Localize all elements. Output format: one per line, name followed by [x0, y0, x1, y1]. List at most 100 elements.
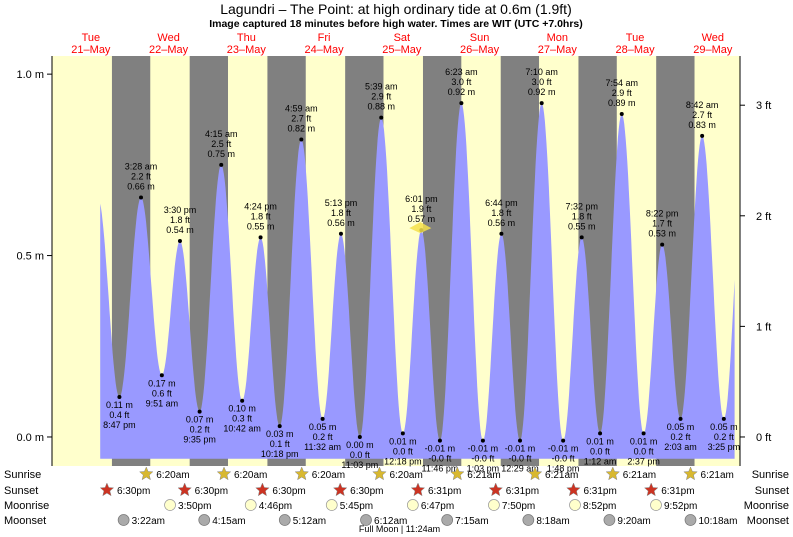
- high-tide-label: 0.56 m: [327, 218, 355, 228]
- high-tide-label: 0.55 m: [568, 221, 596, 231]
- low-tide-label: 0.0 ft: [590, 446, 611, 456]
- y-tick-label-right: 1 ft: [756, 321, 771, 333]
- low-tide-label: 0.0 ft: [393, 446, 414, 456]
- low-tide-label: 1:03 pm: [467, 464, 500, 474]
- sunrise-icon: [449, 466, 465, 481]
- low-tide-label: 0.17 m: [148, 378, 176, 388]
- day-of-week-label: Wed: [702, 32, 724, 44]
- extreme-labels: 0.11 m0.4 ft8:47 pm 3:28 am2.2 ft0.66 m 0.…: [103, 67, 740, 473]
- high-tide-label: 0.66 m: [127, 182, 155, 192]
- y-tick-label-left: 1.0 m: [16, 69, 44, 81]
- extreme-point: [159, 373, 164, 378]
- sunrise-time: 6:20am: [234, 470, 267, 481]
- moonrise-time: 4:46pm: [259, 501, 292, 512]
- low-tide-label: 0.0 ft: [350, 450, 371, 460]
- extreme-point: [258, 235, 263, 240]
- sunset-time: 6:31pm: [583, 486, 616, 497]
- low-tide-label: 11:03 pm: [341, 460, 378, 470]
- high-tide-label: 0.89 m: [608, 98, 636, 108]
- sunrise-icon: [294, 466, 310, 481]
- high-tide-label: 3:28 am: [125, 162, 158, 172]
- sunrise-icon: [527, 466, 543, 481]
- high-tide-label: 2.5 ft: [211, 139, 232, 149]
- low-tide-label: 12:18 pm: [384, 456, 422, 466]
- sunset-time: 6:31pm: [428, 486, 461, 497]
- moonrise-time: 8:52pm: [583, 501, 616, 512]
- sunset-time: 6:31pm: [506, 486, 539, 497]
- low-tide-label: 2:03 am: [664, 442, 697, 452]
- y-tick-label-left: 0.0 m: [16, 432, 44, 444]
- sunrise-time: 6:21am: [623, 470, 656, 481]
- low-tide-label: 0.2 ft: [190, 425, 211, 435]
- sunrise-time: 6:20am: [389, 470, 422, 481]
- high-tide-label: 0.55 m: [247, 221, 275, 231]
- low-tide-label: -0.0 ft: [508, 454, 532, 464]
- low-tide-label: 0.10 m: [228, 404, 256, 414]
- moon-phase-label: Full Moon | 11:24am: [359, 524, 440, 534]
- moonrise-icon: [650, 499, 662, 511]
- axes: 0.0 m0.5 m1.0 m0 ft1 ft2 ft3 ftTue21–May…: [16, 32, 771, 466]
- extreme-point: [539, 101, 544, 106]
- high-tide-label: 7:54 am: [605, 78, 638, 88]
- day-of-week-label: Mon: [547, 32, 568, 44]
- extreme-point: [660, 242, 665, 247]
- high-tide-label: 0.92 m: [528, 87, 556, 97]
- low-tide-label: 0.01 m: [630, 436, 658, 446]
- extreme-point: [117, 395, 122, 400]
- sunset-time: 6:30pm: [195, 486, 228, 497]
- low-tide-label: -0.01 m: [505, 444, 536, 454]
- low-tide-label: 0.1 ft: [270, 439, 291, 449]
- chart-subtitle: Image captured 18 minutes before high wa…: [209, 18, 583, 30]
- day-of-week-label: Tue: [82, 32, 101, 44]
- extreme-point: [700, 133, 705, 138]
- low-tide-label: 0.01 m: [389, 436, 417, 446]
- high-tide-label: 5:39 am: [365, 82, 398, 92]
- moonset-time: 9:20am: [617, 516, 650, 527]
- low-tide-label: 0.03 m: [266, 429, 294, 439]
- low-tide-label: 8:47 pm: [103, 420, 136, 430]
- date-label: 28–May: [615, 44, 655, 56]
- high-tide-label: 2.9 ft: [612, 88, 633, 98]
- high-tide-label: 8:42 am: [686, 100, 719, 110]
- sunset-icon: [255, 482, 270, 497]
- low-tide-label: 0.2 ft: [313, 432, 334, 442]
- extreme-point: [277, 424, 282, 429]
- high-tide-label: 2.9 ft: [371, 92, 392, 102]
- high-tide-label: 1.7 ft: [652, 219, 673, 229]
- y-tick-label-left: 0.5 m: [16, 251, 44, 263]
- moonset-time: 3:22am: [132, 516, 165, 527]
- y-tick-label-right: 3 ft: [756, 100, 771, 112]
- moonset-time: 8:18am: [536, 516, 569, 527]
- footer-row-label-left: Moonrise: [4, 500, 49, 512]
- footer-row-label-right: Moonrise: [744, 500, 789, 512]
- date-label: 23–May: [227, 44, 267, 56]
- y-tick-label-right: 2 ft: [756, 211, 771, 223]
- low-tide-label: 3:25 pm: [708, 442, 741, 452]
- high-tide-label: 7:10 am: [525, 67, 558, 77]
- extreme-point: [177, 239, 182, 244]
- high-tide-label: 6:23 am: [445, 67, 478, 77]
- moonrise-icon: [488, 499, 500, 511]
- sunrise-icon: [605, 466, 621, 481]
- extreme-point: [357, 434, 362, 439]
- extreme-point: [579, 235, 584, 240]
- moonrise-icon: [406, 499, 419, 511]
- chart-title: Lagundri – The Point: at high ordinary t…: [220, 1, 572, 17]
- low-tide-label: -0.0 ft: [552, 454, 576, 464]
- high-tide-label: 8:22 pm: [646, 209, 679, 219]
- high-tide-label: 6:01 pm: [405, 194, 438, 204]
- high-tide-label: 1.8 ft: [572, 211, 593, 221]
- extreme-point: [320, 416, 325, 421]
- moonset-icon: [198, 514, 211, 526]
- extreme-point: [721, 416, 726, 421]
- high-tide-label: 5:13 pm: [325, 198, 358, 208]
- footer-row-label-left: Sunset: [4, 485, 38, 497]
- high-tide-label: 0.82 m: [288, 123, 316, 133]
- extreme-point: [678, 416, 683, 421]
- day-of-week-label: Tue: [626, 32, 645, 44]
- high-tide-label: 0.92 m: [448, 87, 476, 97]
- extreme-point: [338, 231, 343, 236]
- moonset-time: 10:18am: [699, 516, 738, 527]
- sunset-icon: [410, 482, 426, 497]
